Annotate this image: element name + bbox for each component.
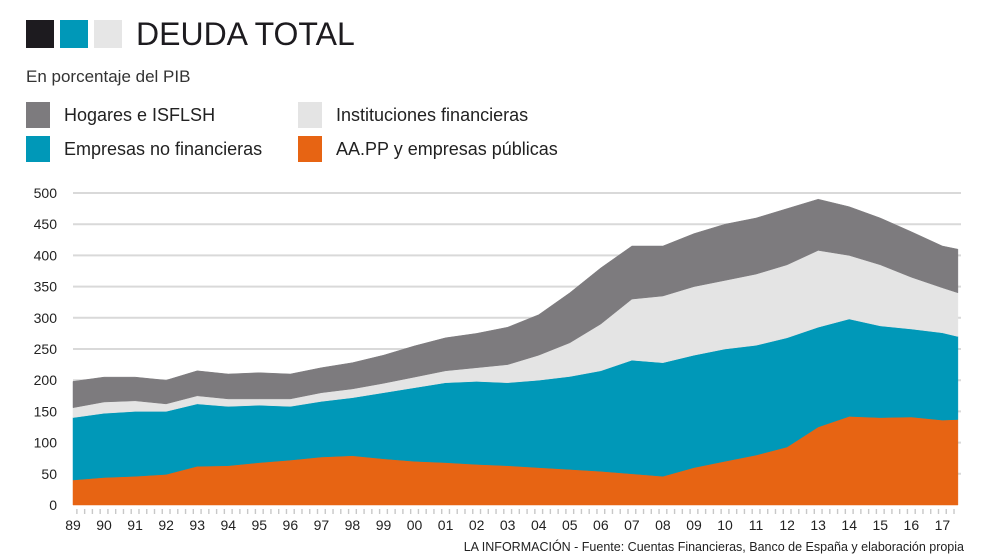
x-tick-label: 99 — [376, 517, 392, 533]
y-tick-label: 150 — [34, 403, 58, 419]
x-tick-label: 13 — [810, 517, 826, 533]
x-tick-label: 16 — [904, 517, 920, 533]
area-layers — [72, 198, 959, 506]
x-tick-label: 09 — [686, 517, 702, 533]
legend-label: Empresas no financieras — [64, 138, 263, 159]
y-tick-label: 200 — [34, 372, 58, 388]
y-tick-label: 100 — [34, 435, 58, 451]
x-tick-label: 14 — [841, 517, 857, 533]
legend-item-aapp: AA.PP y empresas públicas — [298, 136, 558, 162]
y-tick-label: 350 — [34, 279, 58, 295]
x-tick-label: 95 — [252, 517, 268, 533]
x-minor-ticks — [76, 509, 955, 514]
chart-title: DEUDA TOTAL — [136, 15, 355, 52]
x-tick-label: 17 — [935, 517, 951, 533]
x-tick-label: 05 — [562, 517, 578, 533]
legend-swatch — [26, 102, 50, 128]
y-tick-label: 300 — [34, 310, 58, 326]
x-tick-label: 98 — [345, 517, 361, 533]
x-tick-label: 94 — [220, 517, 236, 533]
x-tick-label: 01 — [438, 517, 454, 533]
legend-label: Instituciones financieras — [336, 104, 529, 125]
title-row: DEUDA TOTAL — [26, 14, 355, 54]
x-tick-label: 03 — [500, 517, 516, 533]
y-axis-labels: 0 50 100 150 200 250 300 350 400 450 500 — [34, 185, 58, 513]
y-tick-label: 50 — [41, 466, 57, 482]
x-tick-label: 12 — [779, 517, 795, 533]
legend-swatch — [26, 136, 50, 162]
x-tick-label: 97 — [314, 517, 330, 533]
legend-label: Hogares e ISFLSH — [64, 104, 216, 125]
x-tick-label: 08 — [655, 517, 671, 533]
y-tick-label: 400 — [34, 247, 58, 263]
x-tick-label: 10 — [717, 517, 733, 533]
chart-subtitle: En porcentaje del PIB — [26, 67, 191, 86]
x-tick-label: 04 — [531, 517, 547, 533]
source-note: LA INFORMACIÓN - Fuente: Cuentas Financi… — [463, 540, 964, 554]
x-tick-label: 93 — [189, 517, 205, 533]
x-axis-labels: 89 90 91 92 93 94 95 96 97 98 99 00 01 02 03 04 05 06 07 08… — [65, 517, 950, 533]
x-tick-label: 00 — [407, 517, 423, 533]
y-tick-label: 250 — [34, 341, 58, 357]
title-square-black — [26, 20, 54, 48]
x-tick-label: 07 — [624, 517, 640, 533]
legend-item-empresas: Empresas no financieras — [26, 136, 262, 162]
legend-item-hogares: Hogares e ISFLSH — [26, 102, 215, 128]
y-tick-label: 0 — [49, 497, 57, 513]
legend-item-instituciones: Instituciones financieras — [298, 102, 528, 128]
x-tick-label: 15 — [872, 517, 888, 533]
y-tick-label: 500 — [34, 185, 58, 201]
legend-label: AA.PP y empresas públicas — [336, 138, 558, 159]
x-tick-label: 90 — [96, 517, 112, 533]
x-tick-label: 91 — [127, 517, 143, 533]
x-tick-label: 89 — [65, 517, 81, 533]
legend-swatch — [298, 102, 322, 128]
area-hogares-e-isflsh — [72, 198, 959, 409]
x-tick-label: 11 — [749, 517, 764, 533]
legend-swatch — [298, 136, 322, 162]
y-tick-label: 450 — [34, 216, 58, 232]
title-square-gray — [94, 20, 122, 48]
x-tick-label: 06 — [593, 517, 609, 533]
x-tick-label: 02 — [469, 517, 485, 533]
x-tick-label: 92 — [158, 517, 174, 533]
x-tick-label: 96 — [283, 517, 299, 533]
title-square-blue — [60, 20, 88, 48]
